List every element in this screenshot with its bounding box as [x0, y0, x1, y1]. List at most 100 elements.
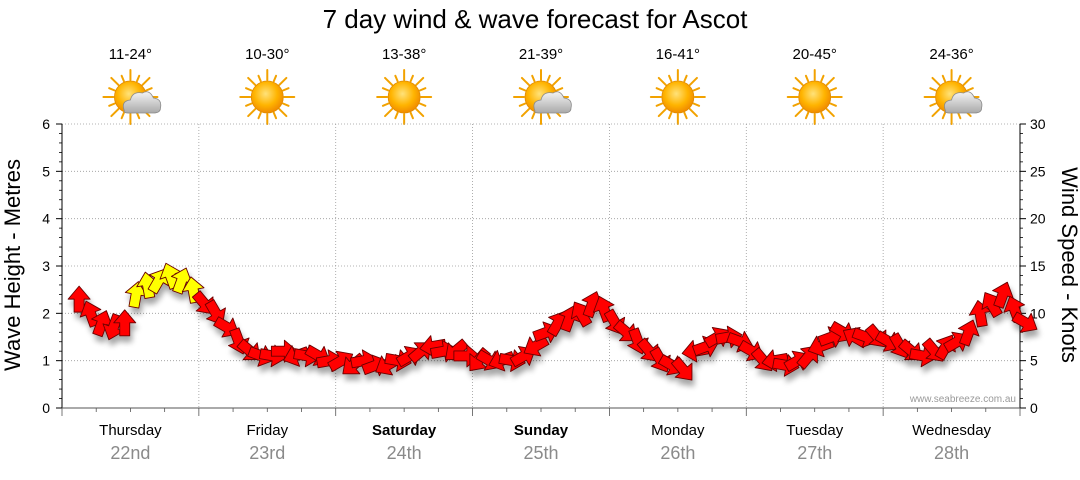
sun-ray [657, 108, 667, 118]
y-axis-right-label: Wind Speed - Knots [1057, 167, 1080, 363]
sun-cloud-icon [513, 69, 572, 125]
sun-icon [649, 69, 706, 125]
sun-ray [794, 76, 804, 86]
wind-arrow-shape [670, 356, 693, 381]
sun-ray [966, 87, 974, 92]
sun-ray [552, 76, 562, 86]
sun-ray [829, 87, 837, 92]
sun-ray [929, 102, 937, 107]
y-tick-label-left: 6 [42, 116, 50, 132]
plot-axes: 0 1 2 3 4 5 6 0 5 10 15 20 25 30 Thursday 22nd Friday 23r… [42, 116, 1046, 463]
sun-rays [102, 69, 159, 125]
sun-ray [384, 108, 394, 118]
day-name-label: Thursday [99, 422, 162, 439]
y-tick-label-right: 10 [1030, 305, 1046, 321]
sun-ray [820, 111, 825, 120]
y-tick-label-right: 5 [1030, 353, 1038, 369]
sun-ray [141, 76, 151, 86]
sun-icon [376, 69, 433, 125]
watermark: www.seabreeze.com.au [909, 394, 1016, 405]
y-tick-label-left: 2 [42, 305, 50, 321]
sun-ray [145, 87, 153, 92]
sun-ray [941, 111, 947, 120]
day-name-label: Saturday [372, 422, 437, 439]
sun-ray [135, 111, 141, 120]
y-tick-label-left: 0 [42, 400, 50, 416]
sun-ray [520, 76, 530, 86]
sun-ray [792, 102, 801, 107]
wind-arrow [113, 309, 137, 337]
sun-ray [657, 76, 667, 86]
sun-ray [518, 102, 527, 107]
day-date-label: 25th [523, 443, 558, 463]
day-date-label: 26th [660, 443, 695, 463]
sun-ray [555, 87, 564, 92]
sun-disc [661, 80, 695, 114]
y-tick-label-left: 1 [42, 353, 50, 369]
day-temperature-label: 13-38° [382, 46, 426, 63]
day-column: 24-36° [923, 46, 983, 125]
sun-ray [415, 108, 425, 118]
sun-ray [418, 87, 427, 92]
sun-ray [829, 102, 837, 107]
day-date-label: 27th [797, 443, 832, 463]
sun-rays [649, 69, 706, 125]
cloud-shape [944, 91, 983, 114]
sun-ray [668, 74, 673, 83]
sun-ray [409, 74, 414, 83]
sun-cloud-icon [923, 69, 983, 125]
wind-arrow-shape [113, 309, 137, 337]
sun-ray [257, 74, 262, 83]
sun-ray [957, 74, 962, 83]
day-date-label: 23rd [249, 443, 285, 463]
sun-rays [786, 69, 843, 125]
sun-ray [272, 111, 278, 120]
sun-ray [245, 102, 253, 107]
plot-grid [62, 123, 1020, 408]
day-name-label: Friday [246, 422, 288, 439]
wind-arrow [523, 335, 550, 357]
sun-disc [250, 80, 284, 114]
sun-ray [531, 111, 536, 120]
sun-disc [798, 80, 832, 114]
sun-ray [415, 76, 425, 86]
sun-ray [546, 111, 551, 120]
y-tick-label-right: 20 [1030, 211, 1046, 227]
wind-arrow-shape [1011, 311, 1038, 333]
sun-cloud-icon [102, 69, 162, 125]
wind-arrow-shape [67, 285, 91, 313]
y-tick-label-right: 15 [1030, 258, 1046, 274]
sun-ray [245, 87, 253, 92]
wind-arrow-shape [523, 335, 550, 357]
y-tick-label-right: 25 [1030, 163, 1046, 179]
wind-arrow-shape [957, 319, 980, 347]
day-temperature-label: 10-30° [245, 46, 289, 63]
y-tick-label-left: 5 [42, 163, 50, 179]
day-temperature-label: 20-45° [793, 46, 837, 63]
wind-arrow [670, 356, 693, 381]
sun-ray [381, 102, 390, 107]
sun-ray [688, 108, 698, 118]
sun-ray [135, 74, 141, 83]
sun-disc [387, 80, 421, 114]
day-name-label: Monday [651, 422, 705, 439]
sun-ray [825, 76, 835, 86]
sun-ray [278, 108, 288, 118]
sun-ray [683, 111, 688, 120]
sun-ray [655, 87, 664, 92]
sun-ray [546, 74, 551, 83]
sun-ray [692, 87, 701, 92]
sun-ray [247, 76, 257, 86]
sun-ray [381, 87, 390, 92]
sun-ray [110, 108, 120, 118]
day-column: 11-24° [102, 46, 162, 125]
sun-ray [825, 108, 835, 118]
sun-ray [120, 111, 125, 120]
y-tick-label-right: 0 [1030, 400, 1038, 416]
sun-ray [962, 76, 972, 86]
sun-icon [786, 69, 843, 125]
day-column: 10-30° [239, 46, 296, 125]
y-tick-label-right: 30 [1030, 116, 1046, 132]
sun-ray [804, 111, 810, 120]
